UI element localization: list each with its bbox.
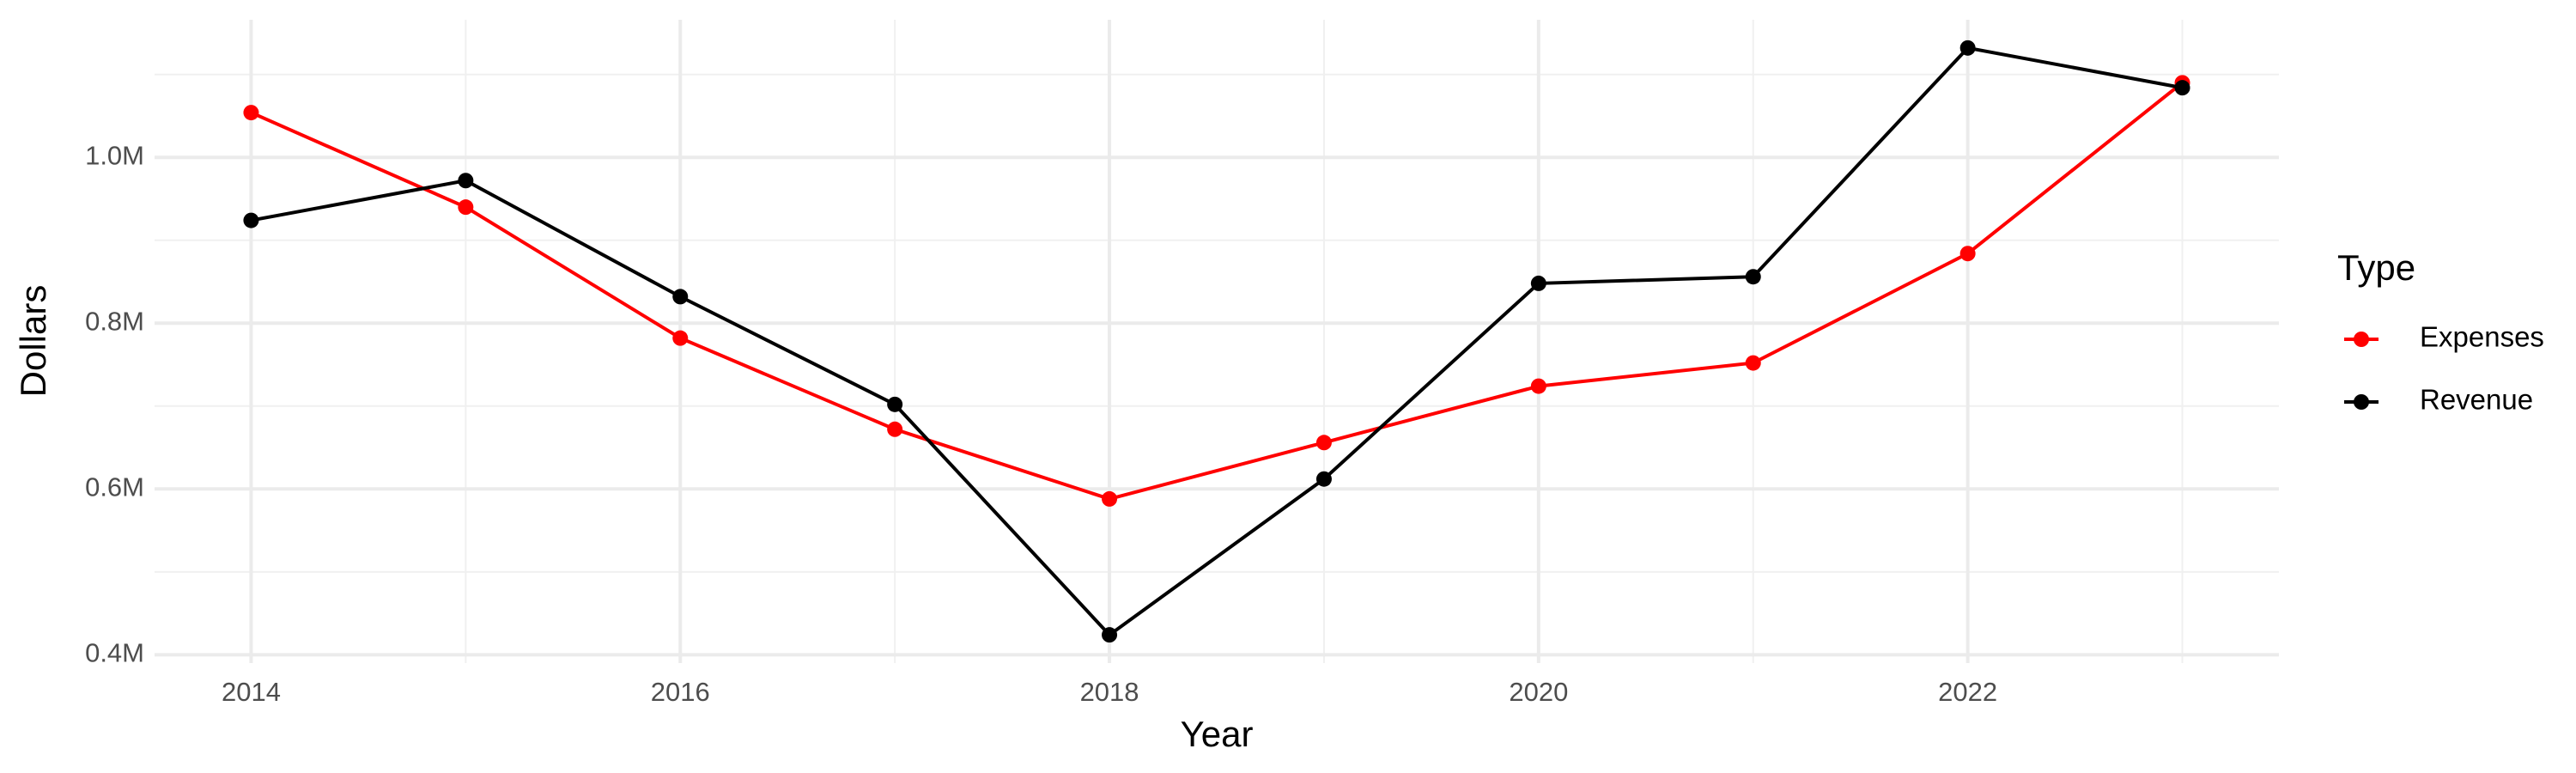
y-tick-label: 0.4M <box>85 638 144 668</box>
y-axis-title: Dollars <box>13 285 53 398</box>
data-point <box>1745 355 1761 371</box>
series-line <box>251 46 2183 637</box>
data-point <box>243 105 259 121</box>
data-point <box>243 212 259 228</box>
legend-marker <box>2354 394 2369 410</box>
x-tick-label: 2018 <box>1080 677 1139 707</box>
data-point <box>458 199 474 216</box>
x-tick-label: 2016 <box>651 677 710 707</box>
data-point <box>1102 490 1118 507</box>
y-tick-label: 0.8M <box>85 306 144 336</box>
data-point <box>2174 80 2190 96</box>
data-point <box>1530 275 1546 291</box>
legend-marker <box>2354 332 2369 347</box>
data-point <box>1745 269 1761 285</box>
y-tick-label: 0.6M <box>85 472 144 502</box>
data-point <box>1959 40 1976 56</box>
data-point <box>672 289 689 305</box>
x-axis-title: Year <box>1181 714 1254 754</box>
x-tick-label: 2014 <box>222 677 281 707</box>
x-tick-label: 2022 <box>1938 677 1997 707</box>
legend-label: Expenses <box>2420 321 2544 353</box>
data-point <box>1315 471 1332 487</box>
data-point <box>1959 246 1976 262</box>
legend-label: Revenue <box>2420 384 2533 416</box>
data-point <box>672 330 689 346</box>
data-point <box>887 396 903 412</box>
x-tick-label: 2020 <box>1509 677 1568 707</box>
y-tick-label: 1.0M <box>85 140 144 170</box>
data-point <box>887 421 903 437</box>
data-point <box>1315 435 1332 451</box>
data-point <box>458 173 474 189</box>
data-point <box>1102 627 1118 643</box>
series-line <box>250 81 2184 501</box>
data-point <box>1530 378 1546 394</box>
legend-title: Type <box>2337 247 2415 288</box>
